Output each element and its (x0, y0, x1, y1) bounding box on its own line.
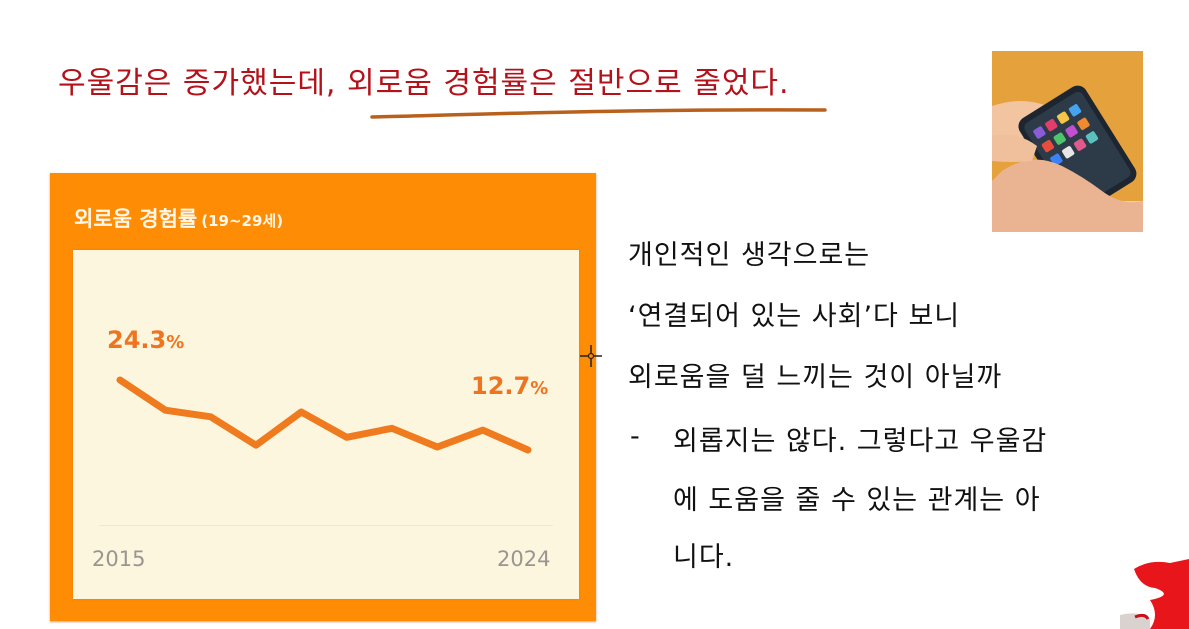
chart-title-main: 외로움 경험률 (74, 207, 198, 231)
smartphone-photo (992, 51, 1143, 232)
start-value-label: 24.3% (107, 326, 184, 354)
line-chart-plot (116, 376, 532, 454)
chart-title: 외로움 경험률 (19~29세) (74, 203, 283, 233)
commentary-line-2: ‘연결되어 있는 사회’다 보니 (628, 301, 961, 332)
chart-panel: 24.3% 12.7% 2015 2024 (73, 250, 579, 599)
bullet-dash: - (630, 421, 640, 452)
crosshair-cursor-icon (580, 345, 602, 367)
start-value-percent: % (166, 332, 185, 353)
x-axis-start-label: 2015 (92, 547, 146, 571)
slide-headline: 우울감은 증가했는데, 외로움 경험률은 절반으로 줄었다. (58, 66, 790, 101)
end-value-label: 12.7% (471, 372, 548, 400)
bullet-line-1: 외롭지는 않다. 그렇다고 우울감 (673, 426, 1048, 457)
x-axis-end-label: 2024 (497, 547, 551, 571)
headline-underline-stroke (370, 108, 827, 119)
smartphone-in-hands-icon (992, 51, 1143, 232)
end-value: 12.7 (471, 372, 531, 400)
end-value-percent: % (530, 378, 549, 399)
chart-title-age-range: (19~29세) (201, 212, 284, 230)
bullet-line-3: 니다. (673, 542, 735, 573)
commentary-line-3: 외로움을 덜 느끼는 것이 아닐까 (628, 362, 1003, 393)
red-ribbon-decoration-icon (1120, 559, 1189, 629)
commentary-line-1: 개인적인 생각으로는 (628, 240, 871, 271)
chart-baseline (99, 525, 553, 526)
loneliness-rate-line (116, 376, 532, 454)
start-value: 24.3 (107, 326, 167, 354)
chart-card: 외로움 경험률 (19~29세) 24.3% 12.7% 2015 2024 (50, 173, 596, 621)
bullet-line-2: 에 도움을 줄 수 있는 관계는 아 (673, 485, 1041, 516)
